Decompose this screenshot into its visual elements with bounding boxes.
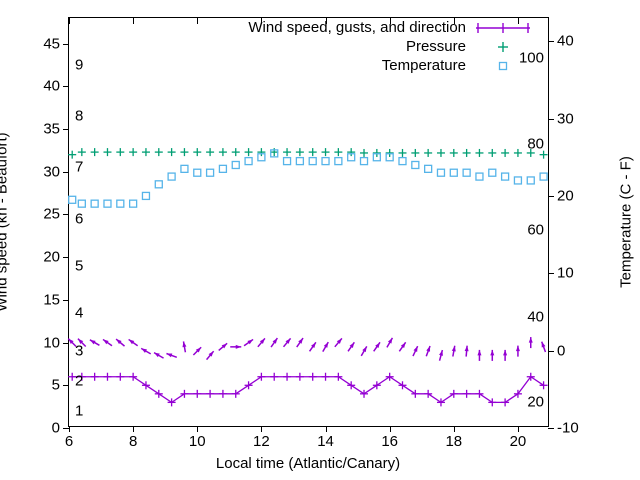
beaufort-scale-label: 5 — [75, 257, 84, 275]
x-axis-tick-label: 18 — [445, 433, 463, 450]
fahrenheit-scale-label: 40 — [527, 308, 544, 326]
beaufort-scale-label: 9 — [75, 56, 84, 74]
y-axis-right-tick — [548, 428, 554, 429]
y-axis-left-tick — [63, 171, 69, 173]
y-axis-left-title: Wind speed (kn - Beaufort) — [0, 132, 11, 312]
x-axis-tick — [197, 426, 199, 432]
x-axis-tick — [325, 18, 327, 24]
x-axis-title: Local time (Atlantic/Canary) — [215, 455, 401, 472]
x-axis-tick-label: 20 — [509, 433, 527, 450]
y-axis-left-tick — [63, 342, 69, 344]
x-axis-tick — [325, 426, 327, 432]
x-axis-tick-label: 16 — [381, 433, 398, 450]
x-axis-tick — [389, 18, 391, 24]
y-axis-right-tick — [548, 118, 554, 120]
y-axis-left-tick-label: 35 — [43, 120, 60, 138]
beaufort-scale-label: 8 — [75, 107, 84, 125]
x-axis-tick — [69, 18, 70, 24]
x-axis-tick — [517, 426, 519, 432]
x-axis-tick — [69, 426, 70, 432]
y-axis-left-tick — [63, 385, 69, 387]
y-axis-left-tick — [63, 86, 69, 88]
y-axis-left-tick — [63, 129, 69, 131]
y-axis-left-tick-label: 15 — [43, 291, 60, 309]
x-axis-tick-label: 6 — [64, 433, 74, 450]
y-axis-right-tick — [548, 195, 554, 197]
y-axis-right-tick — [548, 273, 554, 275]
legend: Wind speed, gusts, and direction Pressur… — [232, 18, 532, 75]
legend-label-wind: Wind speed, gusts, and direction — [248, 19, 466, 36]
data-layer — [67, 148, 548, 407]
beaufort-scale-label: 2 — [75, 372, 84, 390]
y-axis-right-tick — [548, 350, 554, 352]
y-axis-left-tick — [63, 43, 69, 45]
series-pressure — [68, 148, 548, 159]
y-axis-right-tick-label: 0 — [557, 342, 566, 360]
y-axis-right-tick-label: 30 — [557, 110, 574, 128]
y-axis-left-tick-label: 45 — [43, 35, 60, 53]
x-axis-tick — [389, 426, 391, 432]
y-axis-right-tick-label: 40 — [557, 32, 574, 50]
legend-key-temperature-square-icon — [474, 59, 532, 73]
x-axis-tick-label: 12 — [253, 433, 270, 450]
x-axis-tick — [197, 18, 199, 24]
beaufort-scale-label: 7 — [75, 158, 84, 176]
beaufort-scale-label: 1 — [75, 402, 84, 420]
y-axis-left-tick — [63, 428, 69, 429]
y-axis-right-tick-label: 10 — [557, 264, 574, 282]
legend-item-pressure: Pressure — [232, 37, 532, 56]
legend-item-temperature: Temperature — [232, 56, 532, 75]
y-axis-left-tick-label: 40 — [43, 77, 60, 95]
y-axis-left-tick — [63, 257, 69, 259]
x-axis-tick — [517, 18, 519, 24]
y-axis-left-tick-label: 10 — [43, 334, 60, 352]
legend-label-temperature: Temperature — [381, 57, 466, 74]
y-axis-right-tick-label: 20 — [557, 187, 574, 205]
fahrenheit-scale-label: 20 — [527, 393, 544, 411]
x-axis-tick-label: 10 — [188, 433, 206, 450]
x-axis-tick — [261, 426, 263, 432]
x-axis-tick — [133, 426, 135, 432]
x-axis-tick — [261, 18, 263, 24]
series-wind-gust-direction — [67, 337, 547, 361]
y-axis-right-tick-label: -10 — [557, 419, 579, 437]
x-axis-tick — [453, 18, 455, 24]
beaufort-scale-label: 6 — [75, 210, 84, 228]
x-axis-tick-label: 14 — [317, 433, 334, 450]
y-axis-left-tick-label: 25 — [43, 205, 60, 223]
legend-label-pressure: Pressure — [405, 38, 466, 55]
y-axis-left-tick-label: 0 — [51, 419, 60, 437]
y-axis-left-tick — [63, 214, 69, 216]
fahrenheit-scale-label: 60 — [527, 221, 544, 239]
y-axis-right-tick — [548, 41, 554, 43]
beaufort-scale-label: 3 — [75, 342, 84, 360]
legend-key-pressure-plus-icon — [474, 40, 532, 54]
y-axis-right-title: Temperature (C - F) — [617, 156, 635, 288]
y-axis-left-tick-label: 5 — [51, 376, 60, 394]
fahrenheit-scale-label: 80 — [527, 135, 544, 153]
plot-area: 0 5 10 15 20 25 30 35 40 45 -10 0 10 20 30 40 6 8 10 12 14 16… — [43, 17, 579, 449]
y-axis-left-tick-label: 30 — [43, 163, 60, 181]
series-wind-speed — [68, 372, 548, 407]
beaufort-scale-label: 4 — [75, 304, 84, 322]
y-axis-left-tick — [63, 299, 69, 301]
y-axis-left-tick-label: 20 — [43, 248, 60, 266]
legend-item-wind: Wind speed, gusts, and direction — [232, 18, 532, 37]
x-axis-tick-label: 8 — [128, 433, 138, 450]
series-temperature — [68, 149, 548, 208]
x-axis-tick — [453, 426, 455, 432]
x-axis-tick — [133, 18, 135, 24]
legend-key-wind-line-plus-icon — [474, 21, 532, 35]
fahrenheit-scale-label: 100 — [518, 49, 544, 67]
